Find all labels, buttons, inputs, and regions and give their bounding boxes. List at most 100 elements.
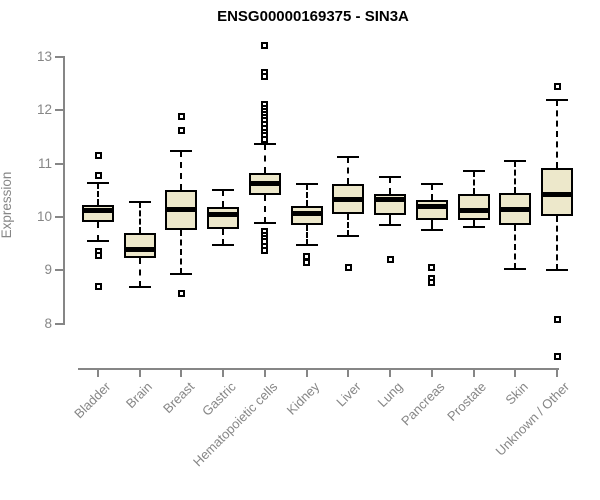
- x-category-label-breast: Breast: [159, 379, 198, 417]
- lower-whisker-gastric: [222, 229, 225, 245]
- upper-whisker-lung: [389, 177, 392, 194]
- y-tick: [55, 215, 64, 218]
- outlier-breast: [177, 113, 185, 121]
- lower-cap-skin: [504, 267, 527, 270]
- outlier-pancreas: [428, 279, 436, 287]
- lower-cap-kidney: [295, 243, 318, 246]
- y-tick: [55, 322, 64, 325]
- upper-whisker-skin: [514, 161, 517, 193]
- upper-whisker-unknown-other: [556, 99, 559, 168]
- outlier-bladder: [94, 252, 102, 260]
- lower-cap-gastric: [212, 243, 235, 246]
- box-kidney: [290, 206, 323, 226]
- outlier-kidney: [303, 252, 311, 260]
- lower-cap-breast: [170, 273, 193, 276]
- upper-whisker-prostate: [472, 170, 475, 194]
- median-bladder: [82, 208, 114, 213]
- lower-whisker-kidney: [305, 225, 308, 245]
- lower-whisker-hematopoietic-cells: [263, 194, 266, 223]
- lower-whisker-skin: [514, 225, 517, 269]
- y-tick-label: 13: [36, 49, 52, 64]
- x-tick: [180, 370, 183, 377]
- y-tick-label: 10: [36, 208, 52, 224]
- outlier-liver: [344, 263, 352, 271]
- y-tick-label: 8: [44, 315, 52, 331]
- x-tick: [347, 370, 350, 377]
- upper-whisker-pancreas: [430, 184, 433, 201]
- outlier-lung: [386, 256, 394, 264]
- x-category-label-brain: Brain: [123, 379, 156, 412]
- outlier-breast: [177, 289, 185, 297]
- median-liver: [332, 197, 365, 203]
- median-breast: [165, 207, 198, 213]
- outlier-bladder: [94, 152, 102, 160]
- lower-cap-lung: [379, 224, 402, 227]
- y-tick-label: 12: [36, 102, 52, 118]
- upper-cap-kidney: [295, 182, 318, 185]
- lower-whisker-lung: [389, 215, 392, 226]
- x-category-label-prostate: Prostate: [444, 379, 490, 424]
- lower-cap-prostate: [462, 226, 485, 229]
- box-brain: [123, 232, 156, 259]
- lower-cap-unknown-other: [546, 268, 569, 271]
- outlier-bladder: [94, 171, 102, 179]
- y-tick: [55, 162, 64, 165]
- x-tick: [263, 370, 266, 377]
- upper-whisker-gastric: [222, 190, 225, 208]
- x-tick: [556, 370, 559, 377]
- outlier-hematopoietic-cells: [261, 41, 269, 49]
- outlier-kidney: [303, 259, 311, 267]
- x-tick: [138, 370, 141, 377]
- upper-cap-pancreas: [420, 183, 443, 186]
- lower-whisker-bladder: [97, 222, 99, 241]
- outlier-unknown-other: [553, 316, 561, 324]
- lower-cap-hematopoietic-cells: [253, 221, 276, 224]
- x-tick: [305, 370, 308, 377]
- median-hematopoietic-cells: [248, 181, 281, 187]
- y-tick-label: 11: [37, 155, 52, 171]
- outlier-unknown-other: [553, 353, 561, 361]
- upper-cap-lung: [379, 176, 402, 179]
- lower-cap-brain: [128, 286, 151, 289]
- median-pancreas: [415, 204, 448, 210]
- y-axis-label: Expression: [0, 171, 14, 239]
- upper-whisker-hematopoietic-cells: [263, 143, 266, 173]
- x-tick: [97, 370, 99, 377]
- upper-cap-gastric: [212, 189, 235, 192]
- outlier-hematopoietic-cells: [261, 73, 269, 81]
- median-kidney: [290, 210, 323, 216]
- y-tick-label: 9: [44, 262, 52, 278]
- median-prostate: [457, 208, 490, 213]
- outlier-bladder: [94, 282, 102, 290]
- x-axis-line: [78, 368, 559, 370]
- upper-cap-skin: [504, 160, 527, 163]
- x-category-label-unknown-other: Unknown / Other: [493, 379, 573, 459]
- x-category-label-pancreas: Pancreas: [398, 379, 448, 429]
- x-category-label-liver: Liver: [333, 379, 364, 410]
- outlier-hematopoietic-cells: [261, 136, 269, 144]
- median-lung: [374, 196, 407, 202]
- x-category-label-gastric: Gastric: [199, 379, 239, 419]
- x-tick: [472, 370, 475, 377]
- y-tick: [55, 269, 64, 272]
- upper-cap-breast: [170, 150, 193, 153]
- y-tick: [55, 56, 64, 58]
- x-category-label-kidney: Kidney: [283, 379, 323, 418]
- box-prostate: [457, 193, 490, 220]
- outlier-breast: [177, 127, 185, 135]
- median-gastric: [207, 211, 240, 217]
- lower-whisker-prostate: [472, 219, 475, 228]
- box-gastric: [207, 207, 240, 230]
- median-skin: [499, 207, 532, 213]
- outlier-unknown-other: [553, 82, 561, 90]
- lower-cap-liver: [337, 234, 360, 237]
- x-tick: [389, 370, 392, 377]
- x-category-label-lung: Lung: [374, 379, 406, 411]
- box-pancreas: [415, 200, 448, 220]
- median-unknown-other: [541, 192, 574, 197]
- lower-whisker-liver: [347, 214, 350, 236]
- x-tick: [222, 370, 225, 377]
- median-brain: [123, 247, 156, 253]
- upper-whisker-breast: [180, 151, 183, 191]
- chart-title: ENSG00000169375 - SIN3A: [217, 8, 409, 25]
